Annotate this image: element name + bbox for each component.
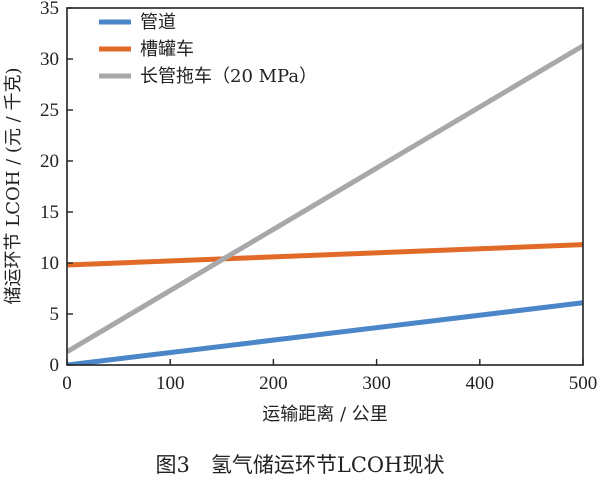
x-tick-label: 0 — [62, 373, 72, 394]
plot-frame — [66, 7, 584, 366]
y-tick-label: 5 — [50, 304, 60, 325]
x-tick-label: 200 — [259, 373, 288, 394]
series-line-3 — [67, 43, 583, 354]
x-tick-label: 300 — [362, 373, 391, 394]
series-line-1 — [67, 300, 583, 365]
y-tick-label: 20 — [40, 151, 59, 172]
y-tick-label: 35 — [40, 0, 59, 19]
y-tick-label: 30 — [40, 49, 59, 70]
legend-label-2: 槽罐车 — [140, 39, 194, 60]
figure-caption: 图3 氢气储运环节LCOH现状 — [156, 453, 445, 477]
legend-label-3: 长管拖车（20 MPa） — [140, 66, 317, 87]
y-tick-label: 15 — [40, 202, 59, 223]
x-tick-label: 500 — [569, 373, 598, 394]
x-axis-label: 运输距离 / 公里 — [262, 404, 388, 425]
x-tick-label: 100 — [156, 373, 185, 394]
y-tick-label: 0 — [50, 355, 60, 376]
series-lines — [67, 43, 583, 365]
series-line-2 — [67, 242, 583, 268]
y-tick-label: 10 — [40, 253, 59, 274]
legend-label-1: 管道 — [140, 12, 176, 33]
axis-ticks: 0 100 200 300 400 500 0 5 10 15 20 25 30 35 — [40, 0, 597, 394]
y-axis-label: 储运环节 LCOH / (元 / 千克) — [3, 68, 24, 305]
x-tick-label: 400 — [466, 373, 495, 394]
y-tick-label: 25 — [40, 100, 59, 121]
